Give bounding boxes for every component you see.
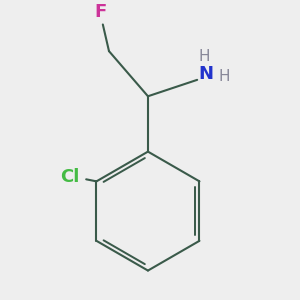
Text: H: H — [219, 70, 230, 85]
Text: N: N — [199, 65, 214, 83]
Text: H: H — [198, 49, 210, 64]
Text: Cl: Cl — [60, 168, 80, 186]
Text: F: F — [95, 3, 107, 21]
